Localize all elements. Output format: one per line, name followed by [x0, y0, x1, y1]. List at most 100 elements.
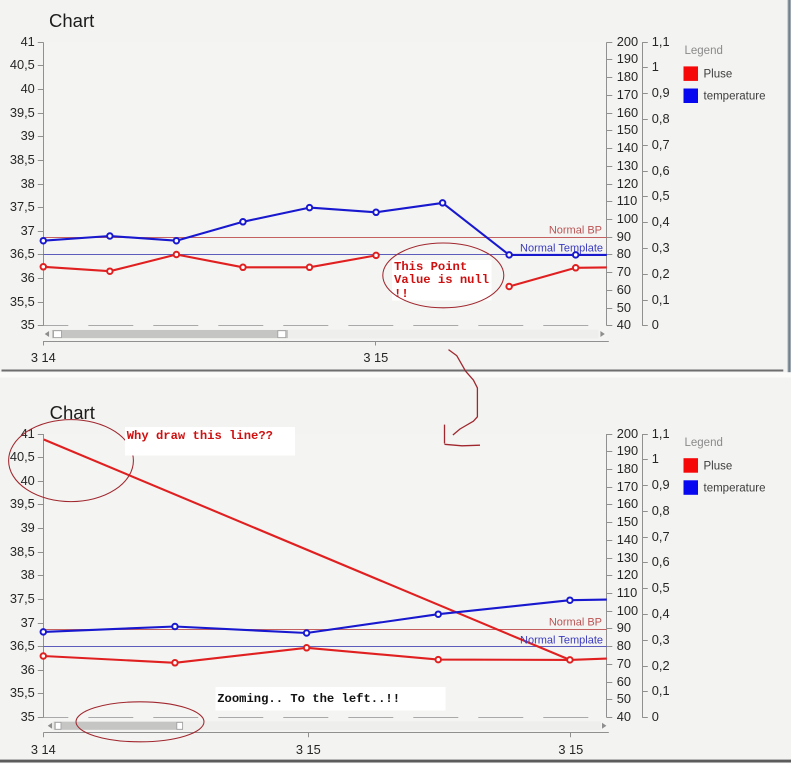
svg-text:Pluse: Pluse	[704, 69, 733, 81]
svg-text:!!: !!	[394, 287, 409, 301]
svg-text:190: 190	[617, 51, 638, 66]
svg-text:Legend: Legend	[685, 45, 723, 57]
svg-text:Normal Template: Normal Template	[520, 634, 603, 646]
svg-text:40: 40	[617, 317, 631, 332]
svg-text:0,1: 0,1	[652, 683, 670, 698]
svg-text:35: 35	[21, 709, 35, 724]
svg-text:190: 190	[617, 443, 638, 458]
svg-text:0,1: 0,1	[652, 292, 670, 307]
svg-text:110: 110	[617, 193, 637, 208]
svg-text:37,5: 37,5	[10, 591, 35, 606]
svg-text:0,8: 0,8	[652, 111, 670, 126]
svg-text:60: 60	[617, 674, 631, 689]
svg-text:180: 180	[617, 69, 638, 84]
svg-text:Zooming.. To the left..!!: Zooming.. To the left..!!	[217, 692, 400, 706]
svg-text:80: 80	[617, 638, 631, 653]
svg-text:0: 0	[652, 317, 659, 332]
svg-text:39: 39	[21, 520, 35, 535]
svg-text:36: 36	[21, 270, 35, 285]
svg-text:200: 200	[617, 34, 638, 49]
svg-text:Pluse: Pluse	[704, 460, 733, 472]
svg-text:140: 140	[617, 532, 638, 547]
svg-text:0,8: 0,8	[652, 503, 670, 518]
svg-text:200: 200	[617, 426, 638, 441]
svg-text:1,1: 1,1	[652, 426, 670, 441]
svg-text:150: 150	[617, 122, 638, 137]
svg-text:35: 35	[21, 317, 35, 332]
svg-text:0,2: 0,2	[652, 266, 670, 281]
svg-text:Normal BP: Normal BP	[549, 616, 602, 628]
svg-text:Normal Template: Normal Template	[520, 243, 603, 255]
svg-text:41: 41	[21, 34, 35, 49]
svg-text:70: 70	[617, 264, 631, 279]
svg-text:0,4: 0,4	[652, 606, 670, 621]
svg-text:3 15: 3 15	[363, 350, 388, 365]
svg-text:0,7: 0,7	[652, 529, 670, 544]
svg-text:40: 40	[21, 473, 35, 488]
svg-text:0,3: 0,3	[652, 240, 670, 255]
svg-text:40,5: 40,5	[10, 57, 35, 72]
svg-text:0,5: 0,5	[652, 188, 670, 203]
svg-text:1: 1	[652, 59, 659, 74]
svg-text:0: 0	[652, 709, 659, 724]
svg-text:170: 170	[617, 479, 638, 494]
svg-text:0,9: 0,9	[652, 477, 670, 492]
svg-text:temperature: temperature	[704, 91, 766, 103]
svg-text:60: 60	[617, 282, 631, 297]
svg-text:37: 37	[21, 223, 35, 238]
svg-text:0,6: 0,6	[652, 163, 670, 178]
svg-text:1,1: 1,1	[652, 34, 670, 49]
svg-text:130: 130	[617, 158, 638, 173]
svg-text:50: 50	[617, 300, 631, 315]
svg-text:90: 90	[617, 620, 631, 635]
svg-text:37: 37	[21, 615, 35, 630]
svg-text:temperature: temperature	[704, 482, 766, 494]
svg-text:70: 70	[617, 656, 631, 671]
svg-text:130: 130	[617, 550, 638, 565]
svg-text:36: 36	[21, 662, 35, 677]
svg-text:180: 180	[617, 461, 638, 476]
svg-text:150: 150	[617, 514, 638, 529]
svg-text:36,5: 36,5	[10, 638, 35, 653]
svg-text:80: 80	[617, 246, 631, 261]
svg-text:3 14: 3 14	[31, 350, 56, 365]
svg-text:Legend: Legend	[685, 437, 723, 449]
svg-text:90: 90	[617, 229, 631, 244]
svg-text:3 15: 3 15	[558, 742, 583, 757]
svg-text:0,4: 0,4	[652, 214, 670, 229]
svg-text:35,5: 35,5	[10, 294, 35, 309]
svg-text:40,5: 40,5	[10, 449, 35, 464]
svg-text:This Point: This Point	[394, 260, 467, 274]
svg-text:38,5: 38,5	[10, 152, 35, 167]
svg-text:40: 40	[21, 81, 35, 96]
svg-text:0,9: 0,9	[652, 85, 670, 100]
svg-text:0,2: 0,2	[652, 658, 670, 673]
svg-text:3 14: 3 14	[31, 742, 56, 757]
svg-text:140: 140	[617, 140, 638, 155]
svg-text:38: 38	[21, 567, 35, 582]
svg-text:38: 38	[21, 176, 35, 191]
svg-text:Value is null: Value is null	[394, 273, 489, 287]
svg-text:110: 110	[617, 585, 637, 600]
svg-text:40: 40	[617, 709, 631, 724]
svg-text:120: 120	[617, 567, 638, 582]
svg-text:0,3: 0,3	[652, 632, 670, 647]
svg-text:50: 50	[617, 691, 631, 706]
svg-text:160: 160	[617, 105, 638, 120]
svg-text:39: 39	[21, 128, 35, 143]
svg-text:35,5: 35,5	[10, 685, 35, 700]
svg-text:0,7: 0,7	[652, 137, 670, 152]
svg-text:Normal BP: Normal BP	[549, 225, 602, 237]
svg-text:0,6: 0,6	[652, 554, 670, 569]
svg-text:39,5: 39,5	[10, 496, 35, 511]
svg-text:38,5: 38,5	[10, 544, 35, 559]
svg-text:36,5: 36,5	[10, 246, 35, 261]
svg-text:39,5: 39,5	[10, 105, 35, 120]
svg-text:1: 1	[652, 451, 659, 466]
svg-text:100: 100	[617, 603, 638, 618]
svg-text:100: 100	[617, 211, 638, 226]
svg-text:3 15: 3 15	[296, 742, 321, 757]
svg-text:170: 170	[617, 87, 638, 102]
svg-text:120: 120	[617, 176, 638, 191]
svg-text:0,5: 0,5	[652, 580, 670, 595]
